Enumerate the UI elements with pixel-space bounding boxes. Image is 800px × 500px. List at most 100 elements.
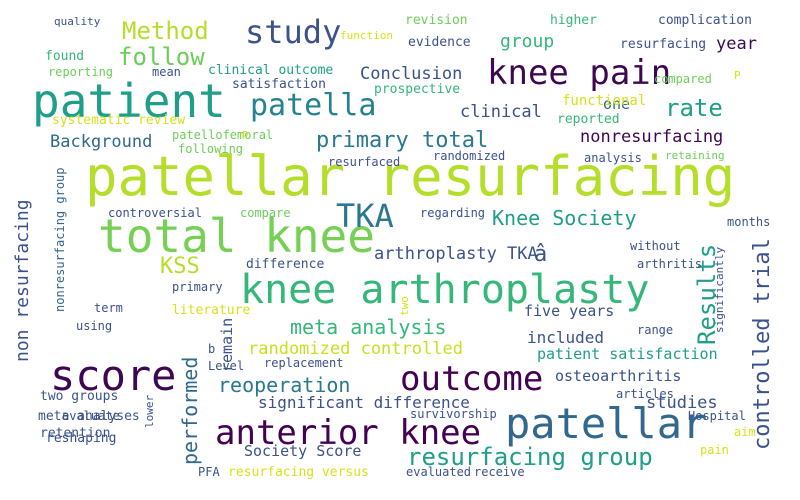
word: aim [734,425,756,439]
word: evidence [408,35,471,50]
word: significantly [713,246,726,333]
word: primary [172,280,223,294]
word: regarding [420,206,486,220]
word: TKA [336,197,394,235]
word: reporting [48,65,114,79]
word: p [242,127,249,140]
word: using [76,319,113,333]
word: retention [40,426,111,441]
word: â [534,242,548,267]
word: survivorship [410,407,497,421]
word: KSS [160,254,200,279]
word: difference [246,257,325,272]
word: function [340,29,393,42]
word: compare [240,206,291,220]
word: mean [152,65,181,79]
word: performed [178,356,202,465]
word: controversial [108,206,202,220]
word: Level [208,359,245,373]
word: nonresurfacing [580,127,724,147]
word: prospective [374,82,461,97]
word: Knee Society [492,206,637,230]
word: studies [646,393,718,413]
word: patient satisfaction [537,345,718,363]
word: knee pain [487,53,672,93]
word: range [637,323,674,337]
word: retaining [665,149,725,162]
word: follow [118,43,205,71]
word: literature [172,303,251,318]
word: patellofemoral [172,128,274,142]
word: PFA [198,465,220,479]
word: resurfacing [620,37,707,52]
word: knee arthroplasty [240,267,650,313]
word: anterior knee [215,413,482,453]
word: higher [550,13,597,28]
word: arthroplasty TKA [374,244,538,264]
word: lower [143,394,156,428]
word: Method [122,17,209,45]
word: group [500,31,555,52]
word: controlled trial [750,238,775,450]
word: pain [700,443,729,457]
word: two groups [40,389,119,404]
word: rate [665,94,723,122]
word: primary total [316,128,489,153]
word: reshaping [46,431,117,446]
word: Society Score [244,442,362,460]
word: included [527,328,605,347]
word: reoperation [218,373,351,397]
word: randomized controlled [248,339,463,359]
word: satisfaction [232,77,326,92]
word: randomized [433,149,506,163]
word: compared [654,72,712,86]
word: patellar [505,399,708,448]
word: significant difference [258,393,470,412]
word: resurfaced [328,155,401,169]
word: resurfacing group [407,443,653,471]
word: Background [50,132,153,152]
word: Conclusion [360,64,463,84]
word: term [94,301,123,315]
word: clinical [460,102,542,122]
word: non resurfacing [12,199,33,362]
word: arthritis [637,257,703,271]
word: patella [250,88,377,123]
word: five years [524,302,615,320]
word: total knee [98,209,375,263]
word: reported [557,112,620,127]
word: analysis [584,151,642,165]
word: osteoarthritis [555,367,682,385]
word: study [245,13,342,51]
word: score [50,351,177,400]
word: evaluate [62,409,120,423]
word: one [603,95,631,113]
word: outcome [400,359,544,399]
word: complication [658,13,752,28]
word: Hospital [688,409,746,423]
word: following [178,142,244,156]
word: articles [616,387,674,401]
word: patellar resurfacing [85,145,736,208]
word: months [727,215,771,229]
word: year [716,34,757,54]
word: replacement [264,356,344,370]
word: P [734,69,741,82]
word: evaluated [406,465,472,479]
word: resurfacing versus [228,465,369,480]
word: patient [32,74,226,128]
word: revision [405,13,468,28]
word: meta analysis [290,315,447,339]
word: meta analyses [38,409,140,424]
word: systematic review [52,113,186,128]
word: b [208,342,216,356]
word: without [630,239,681,253]
word: two [398,296,411,316]
word: nonresurfacing group [53,167,67,313]
word: quality [54,15,101,28]
word: receive [474,465,525,479]
word: found [45,49,85,64]
word: functional [562,93,647,109]
word: clinical outcome [208,63,334,78]
